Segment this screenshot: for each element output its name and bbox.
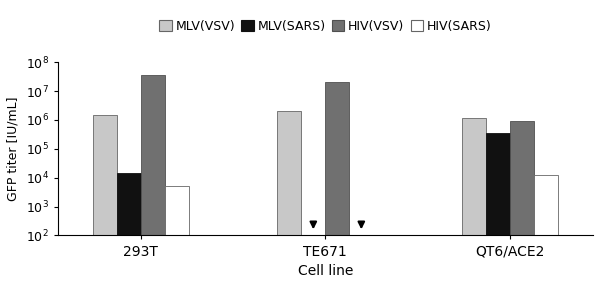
Bar [325, 82, 349, 235]
Bar [92, 115, 116, 235]
Bar [116, 172, 140, 235]
Y-axis label: GFP titer [IU/mL]: GFP titer [IU/mL] [7, 97, 20, 201]
Bar [534, 175, 558, 235]
Legend: MLV(VSV), MLV(SARS), HIV(VSV), HIV(SARS): MLV(VSV), MLV(SARS), HIV(VSV), HIV(SARS) [159, 20, 491, 33]
Bar [164, 186, 188, 235]
Bar [277, 111, 301, 235]
Bar [462, 118, 486, 235]
X-axis label: Cell line: Cell line [298, 264, 353, 278]
Bar [510, 121, 534, 235]
Bar [140, 75, 164, 235]
Bar [486, 133, 510, 235]
